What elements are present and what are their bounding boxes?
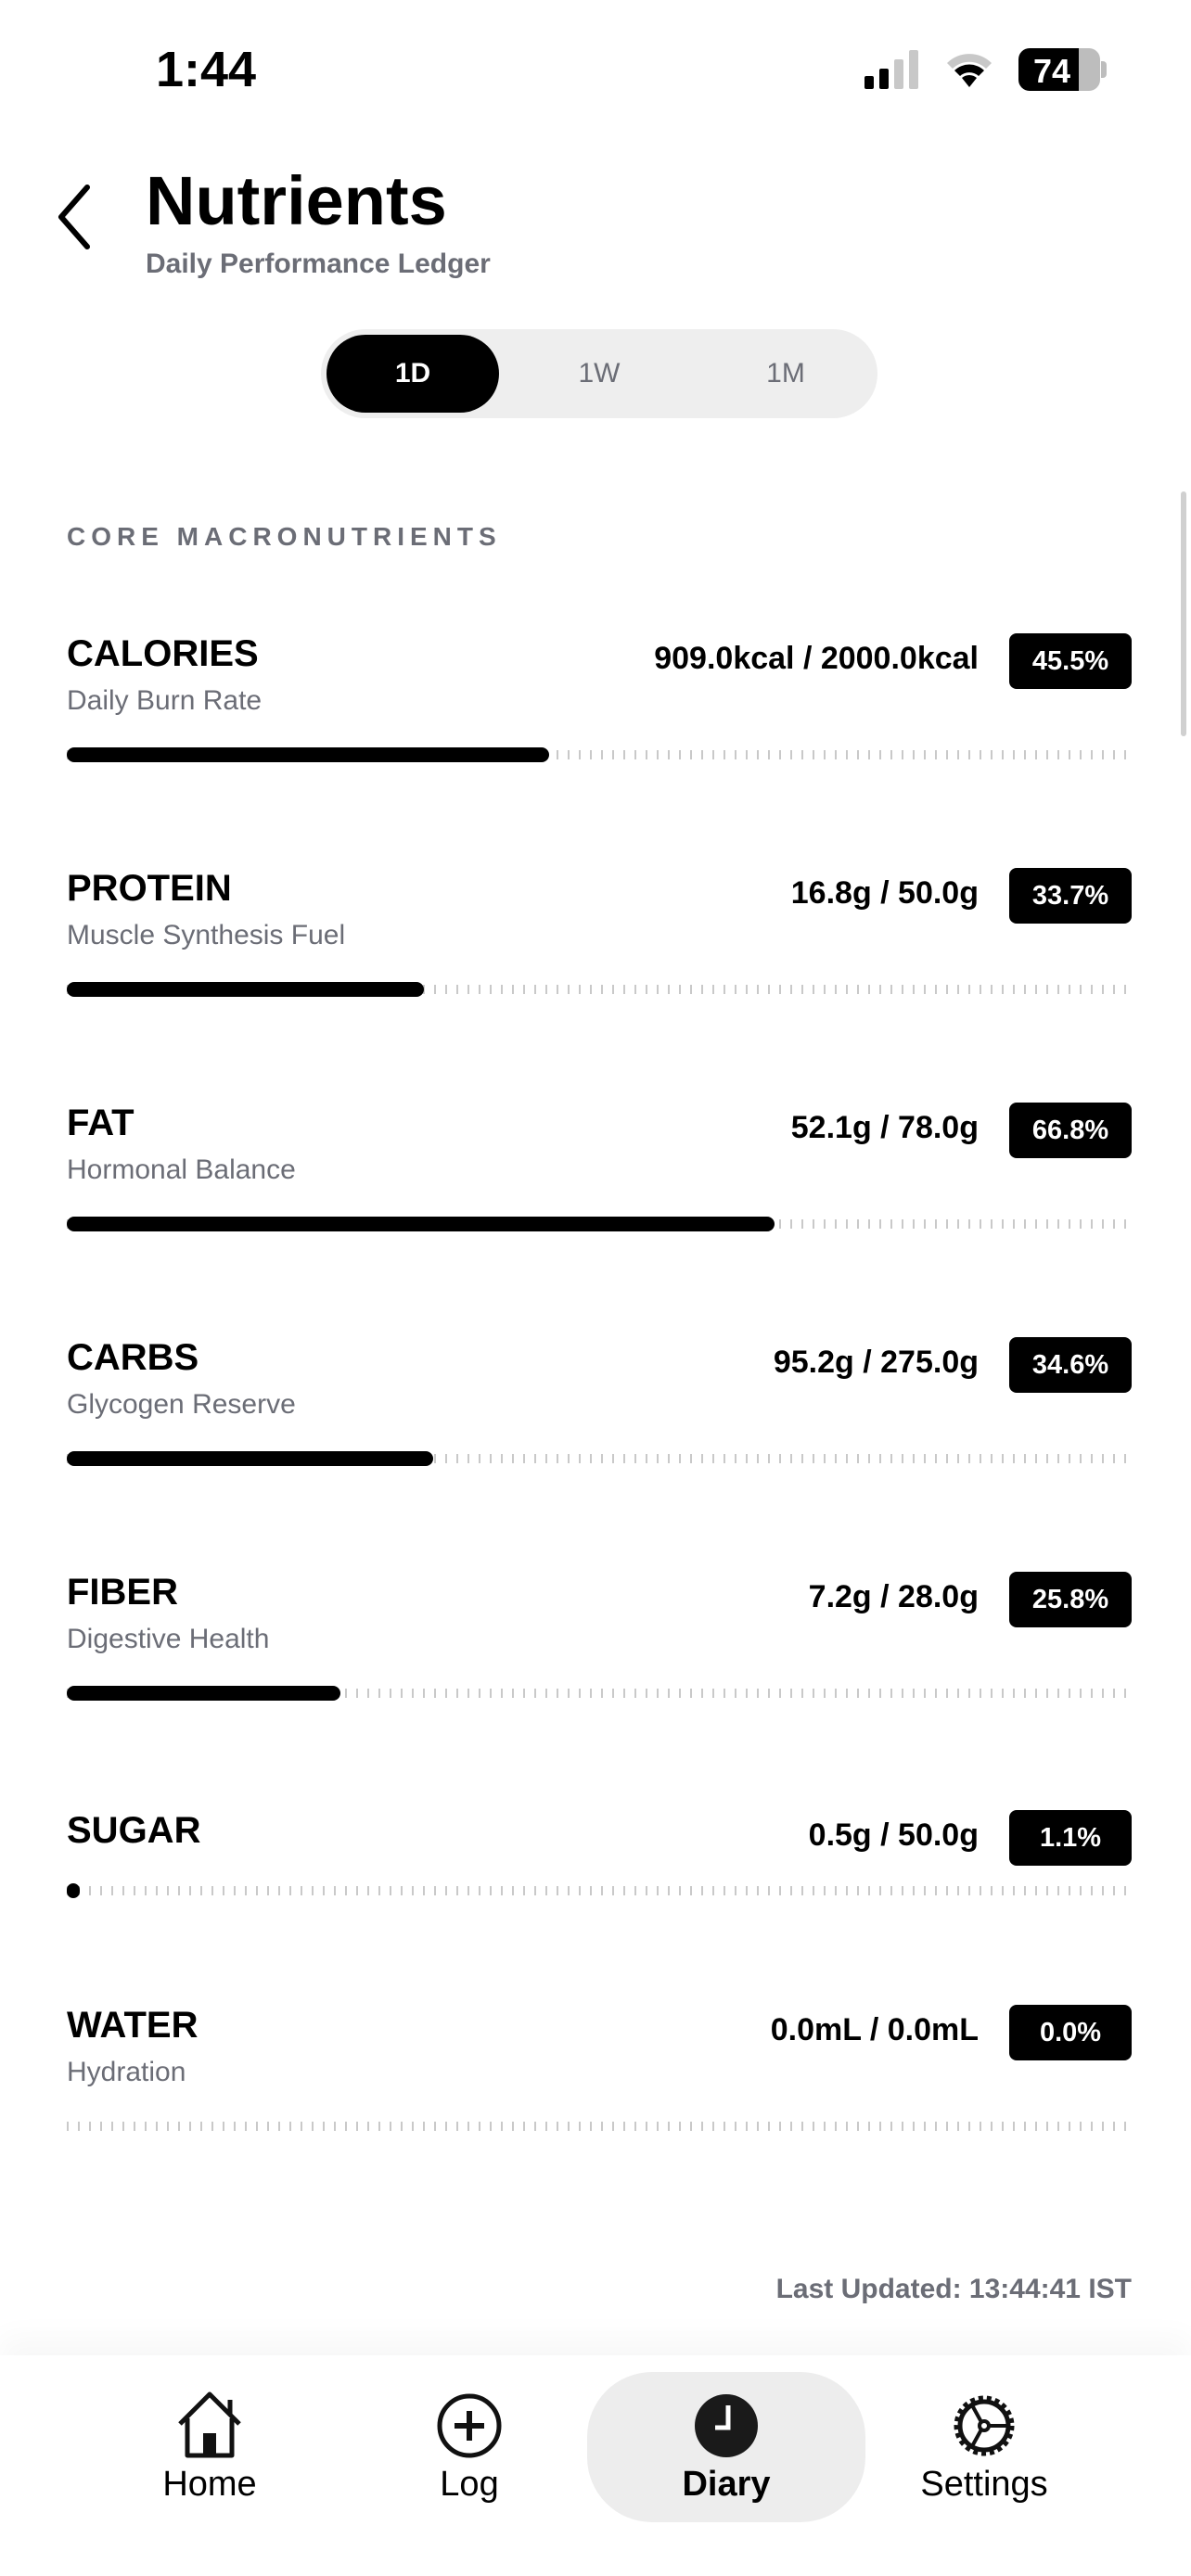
nav-diary[interactable]: Diary xyxy=(587,2372,865,2522)
percent-badge: 45.5% xyxy=(1009,633,1132,689)
last-updated: Last Updated: 13:44:41 IST xyxy=(775,2274,1132,2304)
nav-home[interactable]: Home xyxy=(70,2372,349,2522)
progress-track xyxy=(67,1883,1126,1898)
nutrient-row-fiber: FIBER Digestive Health 7.2g / 28.0g 25.8… xyxy=(67,1572,1132,1757)
cellular-signal-icon xyxy=(864,50,918,89)
nutrient-description: Daily Burn Rate xyxy=(67,685,263,716)
nutrient-description: Glycogen Reserve xyxy=(67,1389,296,1420)
progress-fill xyxy=(67,747,549,762)
nutrient-name: CALORIES xyxy=(67,633,259,674)
nutrient-description: Hydration xyxy=(67,2057,186,2087)
page-subtitle: Daily Performance Ledger xyxy=(146,249,491,279)
page-title: Nutrients xyxy=(146,162,447,239)
battery-level: 74 xyxy=(1033,52,1071,90)
nutrient-name: FAT xyxy=(67,1103,134,1143)
nutrient-name: FIBER xyxy=(67,1572,178,1613)
progress-fill xyxy=(67,982,424,997)
percent-badge: 34.6% xyxy=(1009,1337,1132,1393)
bottom-tab-bar: Home Log Diary Settings xyxy=(0,2355,1191,2576)
percent-badge: 0.0% xyxy=(1009,2005,1132,2060)
section-title: CORE MACRONUTRIENTS xyxy=(67,522,502,551)
progress-fill xyxy=(67,1883,80,1898)
nutrient-description: Muscle Synthesis Fuel xyxy=(67,920,346,950)
percent-badge: 33.7% xyxy=(1009,868,1132,924)
progress-track xyxy=(67,1451,1126,1466)
tab-1w[interactable]: 1W xyxy=(578,358,621,389)
wifi-icon xyxy=(947,54,992,87)
progress-track xyxy=(67,747,1126,762)
percent-badge: 25.8% xyxy=(1009,1572,1132,1627)
nutrient-description: Hormonal Balance xyxy=(67,1154,296,1185)
nutrient-row-water: WATER Hydration 0.0mL / 0.0mL 0.0% xyxy=(67,2005,1132,2190)
nutrient-name: CARBS xyxy=(67,1337,199,1378)
nutrient-value: 0.0mL / 0.0mL xyxy=(770,2012,979,2047)
nav-diary-label: Diary xyxy=(682,2464,771,2504)
progress-track xyxy=(67,982,1126,997)
scrollbar[interactable] xyxy=(1181,491,1186,736)
nutrient-description: Digestive Health xyxy=(67,1624,270,1654)
nutrient-value: 52.1g / 78.0g xyxy=(790,1110,979,1145)
nutrient-name: WATER xyxy=(67,2005,198,2046)
status-time: 1:44 xyxy=(156,42,257,97)
percent-badge: 1.1% xyxy=(1009,1810,1132,1866)
progress-track xyxy=(67,1217,1126,1231)
nutrient-row-fat: FAT Hormonal Balance 52.1g / 78.0g 66.8% xyxy=(67,1103,1132,1288)
progress-fill xyxy=(67,1451,434,1466)
nutrient-row-sugar: SUGAR 0.5g / 50.0g 1.1% xyxy=(67,1810,1132,1996)
home-icon xyxy=(178,2391,241,2457)
tab-1m[interactable]: 1M xyxy=(766,358,805,389)
progress-fill xyxy=(67,1217,775,1231)
percent-badge: 66.8% xyxy=(1009,1103,1132,1158)
back-chevron-icon[interactable] xyxy=(54,182,95,252)
nutrient-value: 7.2g / 28.0g xyxy=(808,1579,979,1614)
progress-fill xyxy=(67,1686,340,1701)
nutrient-row-protein: PROTEIN Muscle Synthesis Fuel 16.8g / 50… xyxy=(67,868,1132,1053)
nav-log-label: Log xyxy=(440,2464,499,2504)
nav-settings-label: Settings xyxy=(920,2464,1048,2504)
nutrient-value: 16.8g / 50.0g xyxy=(790,875,979,911)
plus-circle-icon xyxy=(437,2393,502,2457)
nutrient-name: PROTEIN xyxy=(67,868,232,909)
progress-track xyxy=(67,2119,1126,2134)
range-segmented-control: 1D 1W 1M xyxy=(321,329,877,418)
nav-settings[interactable]: Settings xyxy=(845,2372,1123,2522)
progress-track xyxy=(67,1686,1126,1701)
tab-1d[interactable]: 1D xyxy=(327,335,499,413)
nutrient-value: 95.2g / 275.0g xyxy=(773,1345,979,1380)
nutrient-name: SUGAR xyxy=(67,1810,201,1851)
nav-home-label: Home xyxy=(162,2464,257,2504)
nutrient-row-calories: CALORIES Daily Burn Rate 909.0kcal / 200… xyxy=(67,633,1132,819)
nav-log[interactable]: Log xyxy=(330,2372,608,2522)
nutrient-row-carbs: CARBS Glycogen Reserve 95.2g / 275.0g 34… xyxy=(67,1337,1132,1523)
battery-indicator: 74 xyxy=(1018,48,1108,91)
nutrient-value: 0.5g / 50.0g xyxy=(808,1817,979,1853)
nutrient-value: 909.0kcal / 2000.0kcal xyxy=(654,641,979,676)
gear-icon xyxy=(954,2395,1015,2455)
clock-icon xyxy=(695,2393,758,2457)
